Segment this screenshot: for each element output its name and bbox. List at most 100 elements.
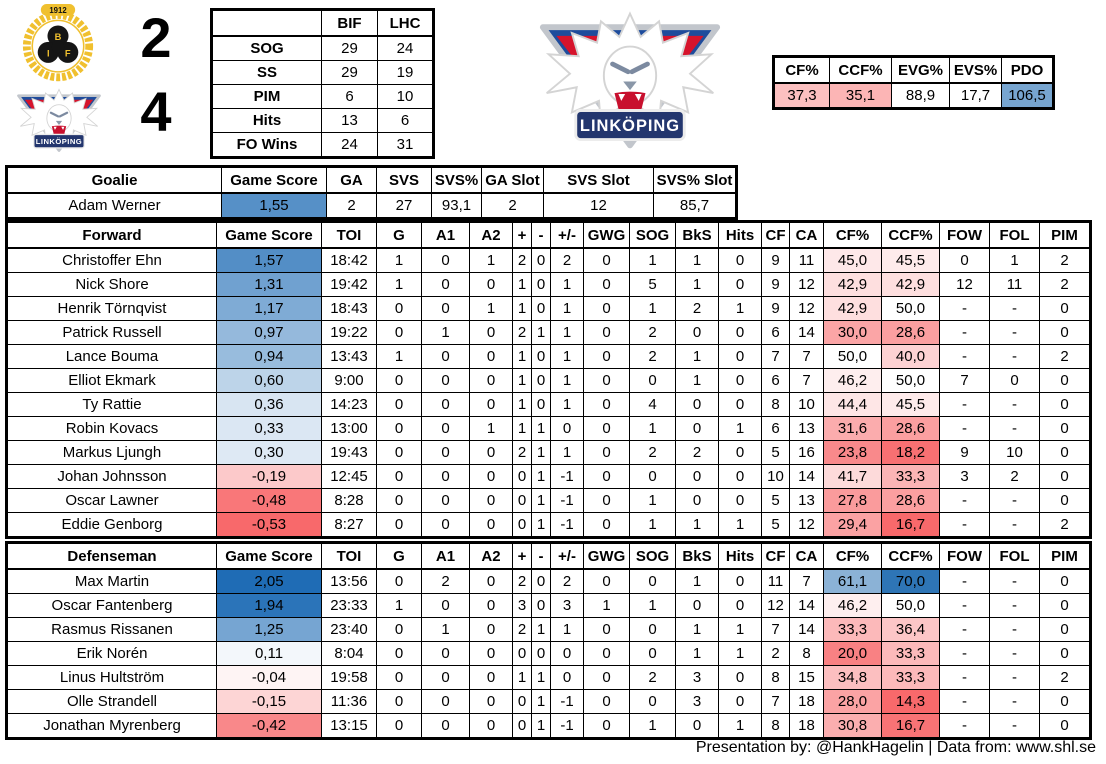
row-label-cell: Patrick Russell: [6, 320, 217, 345]
table-row: Erik Norén 0,11 8:04 0 0 0 0 0 0 0 0 1 1 2 8 20,0 33,3- -…: [6, 641, 1091, 666]
stat-cell: 24: [377, 35, 434, 61]
stat-cell: 0: [718, 689, 762, 714]
stat-cell: -0,53: [216, 512, 322, 538]
column-header-Forward: Forward: [6, 221, 217, 249]
stat-cell: 0: [531, 344, 551, 369]
stat-cell: -0,04: [216, 665, 322, 690]
stat-cell: 1: [512, 296, 532, 321]
column-header-Goalie: Goalie: [6, 166, 222, 194]
stat-cell: 7: [761, 617, 790, 642]
stat-cell: 31,6: [823, 416, 882, 441]
stat-cell: 0: [421, 689, 470, 714]
column-header-G: G: [376, 542, 422, 570]
stat-cell: 93,1: [431, 192, 482, 219]
row-label-cell: Henrik Törnqvist: [6, 296, 217, 321]
stat-cell: 61,1: [823, 568, 882, 594]
table-row: Eddie Genborg -0,53 8:27 0 0 0 0 1 -1 0 1 1 1 5 12 29,4…: [6, 512, 1091, 538]
stat-cell: 1: [550, 368, 584, 393]
forward-table: Forward Game Score TOI G A1 A2 + - +/- GWG SOG BkS H…: [5, 220, 1092, 539]
stat-cell: 30,8: [823, 713, 882, 739]
stat-cell: 1: [629, 512, 676, 538]
header-row: BIF LHC: [211, 9, 434, 37]
table-row: Hits 13 6: [211, 108, 434, 133]
column-header-GWG: GWG: [583, 221, 630, 249]
table-row: Adam Werner 1,55 2 27 93,1 2 12 85,7: [6, 192, 737, 219]
table-row: Jonathan Myrenberg -0,42 13:15 0 0 0 0 1 -1 0 1 0 1 8…: [6, 713, 1091, 739]
column-header-GA: GA: [326, 166, 377, 194]
stat-cell: 31: [377, 132, 434, 158]
row-label-cell: Oscar Lawner: [6, 488, 217, 513]
stat-cell: 85,7: [653, 192, 737, 219]
stat-cell: 1: [583, 593, 630, 618]
stat-cell: 3: [675, 665, 719, 690]
stat-cell: 2: [629, 320, 676, 345]
stat-cell: 0: [469, 713, 513, 739]
stat-cell: 0: [1039, 713, 1091, 739]
stat-cell: 1,57: [216, 247, 322, 273]
stat-cell: 8:28: [321, 488, 377, 513]
stat-cell: 1: [550, 296, 584, 321]
stat-cell: -: [939, 512, 990, 538]
stat-cell: 0: [376, 641, 422, 666]
stat-cell: 0: [1039, 593, 1091, 618]
stat-cell: 0: [376, 713, 422, 739]
stat-cell: 0: [421, 392, 470, 417]
stat-cell: 36,4: [881, 617, 940, 642]
stat-cell: 1: [675, 512, 719, 538]
row-label-cell: Robin Kovacs: [6, 416, 217, 441]
stat-cell: -: [989, 689, 1040, 714]
row-label-cell: 37,3: [773, 82, 830, 109]
brynas-logo: 1912 B I F: [22, 4, 94, 82]
stat-cell: 1: [531, 440, 551, 465]
stat-cell: 0: [718, 488, 762, 513]
stat-cell: 1,25: [216, 617, 322, 642]
row-label-cell: Rasmus Rissanen: [6, 617, 217, 642]
stat-cell: 23:33: [321, 593, 377, 618]
stat-cell: 0: [675, 392, 719, 417]
row-label-cell: Elliot Ekmark: [6, 368, 217, 393]
table-row: Oscar Lawner -0,48 8:28 0 0 0 0 1 -1 0 1 0 0 5 13 27,8 2…: [6, 488, 1091, 513]
table-row: Olle Strandell -0,15 11:36 0 0 0 0 1 -1 0 0 3 0 7 18 28…: [6, 689, 1091, 714]
stat-cell: 1: [512, 665, 532, 690]
stat-cell: 1: [531, 689, 551, 714]
linkoping-banner: [33, 133, 85, 149]
stat-cell: 42,9: [881, 272, 940, 297]
stat-cell: 1: [512, 368, 532, 393]
stat-cell: 2: [326, 192, 377, 219]
stat-cell: 2: [512, 617, 532, 642]
linkoping-banner-text: LINKÖPING: [36, 137, 82, 146]
stat-cell: 0: [512, 488, 532, 513]
stat-cell: 46,2: [823, 593, 882, 618]
stat-cell: 1: [512, 416, 532, 441]
stat-cell: 1: [550, 392, 584, 417]
stat-cell: -: [939, 392, 990, 417]
stat-cell: 7: [789, 568, 824, 594]
stat-cell: -: [989, 713, 1040, 739]
stat-cell: 1: [675, 368, 719, 393]
stat-cell: 1,55: [221, 192, 327, 219]
stat-cell: 33,3: [881, 641, 940, 666]
stat-cell: -: [939, 689, 990, 714]
stat-cell: 1,17: [216, 296, 322, 321]
stat-cell: 0: [550, 416, 584, 441]
stat-cell: 18:42: [321, 247, 377, 273]
stat-cell: 2: [629, 440, 676, 465]
stat-cell: 0: [718, 272, 762, 297]
column-header--: -: [531, 542, 551, 570]
stat-cell: 1: [421, 617, 470, 642]
stat-cell: 0: [469, 512, 513, 538]
stat-cell: 2: [629, 665, 676, 690]
stat-cell: 29: [321, 35, 378, 61]
table-row: Nick Shore 1,31 19:42 1 0 0 1 0 1 0 5 1 0 9 12 42,9 42,9…: [6, 272, 1091, 297]
stat-cell: 0: [469, 368, 513, 393]
stat-cell: -: [939, 568, 990, 594]
stat-cell: 1: [550, 440, 584, 465]
stat-cell: 19:58: [321, 665, 377, 690]
column-header-EVS%: EVS%: [949, 56, 1002, 84]
column-header-PIM: PIM: [1039, 542, 1091, 570]
table-row: Max Martin 2,05 13:56 0 2 0 2 0 2 0 0 1 0 11 7 61,1 70,0…: [6, 568, 1091, 594]
stat-cell: 0,94: [216, 344, 322, 369]
stat-cell: 1: [629, 713, 676, 739]
stat-cell: -1: [550, 713, 584, 739]
